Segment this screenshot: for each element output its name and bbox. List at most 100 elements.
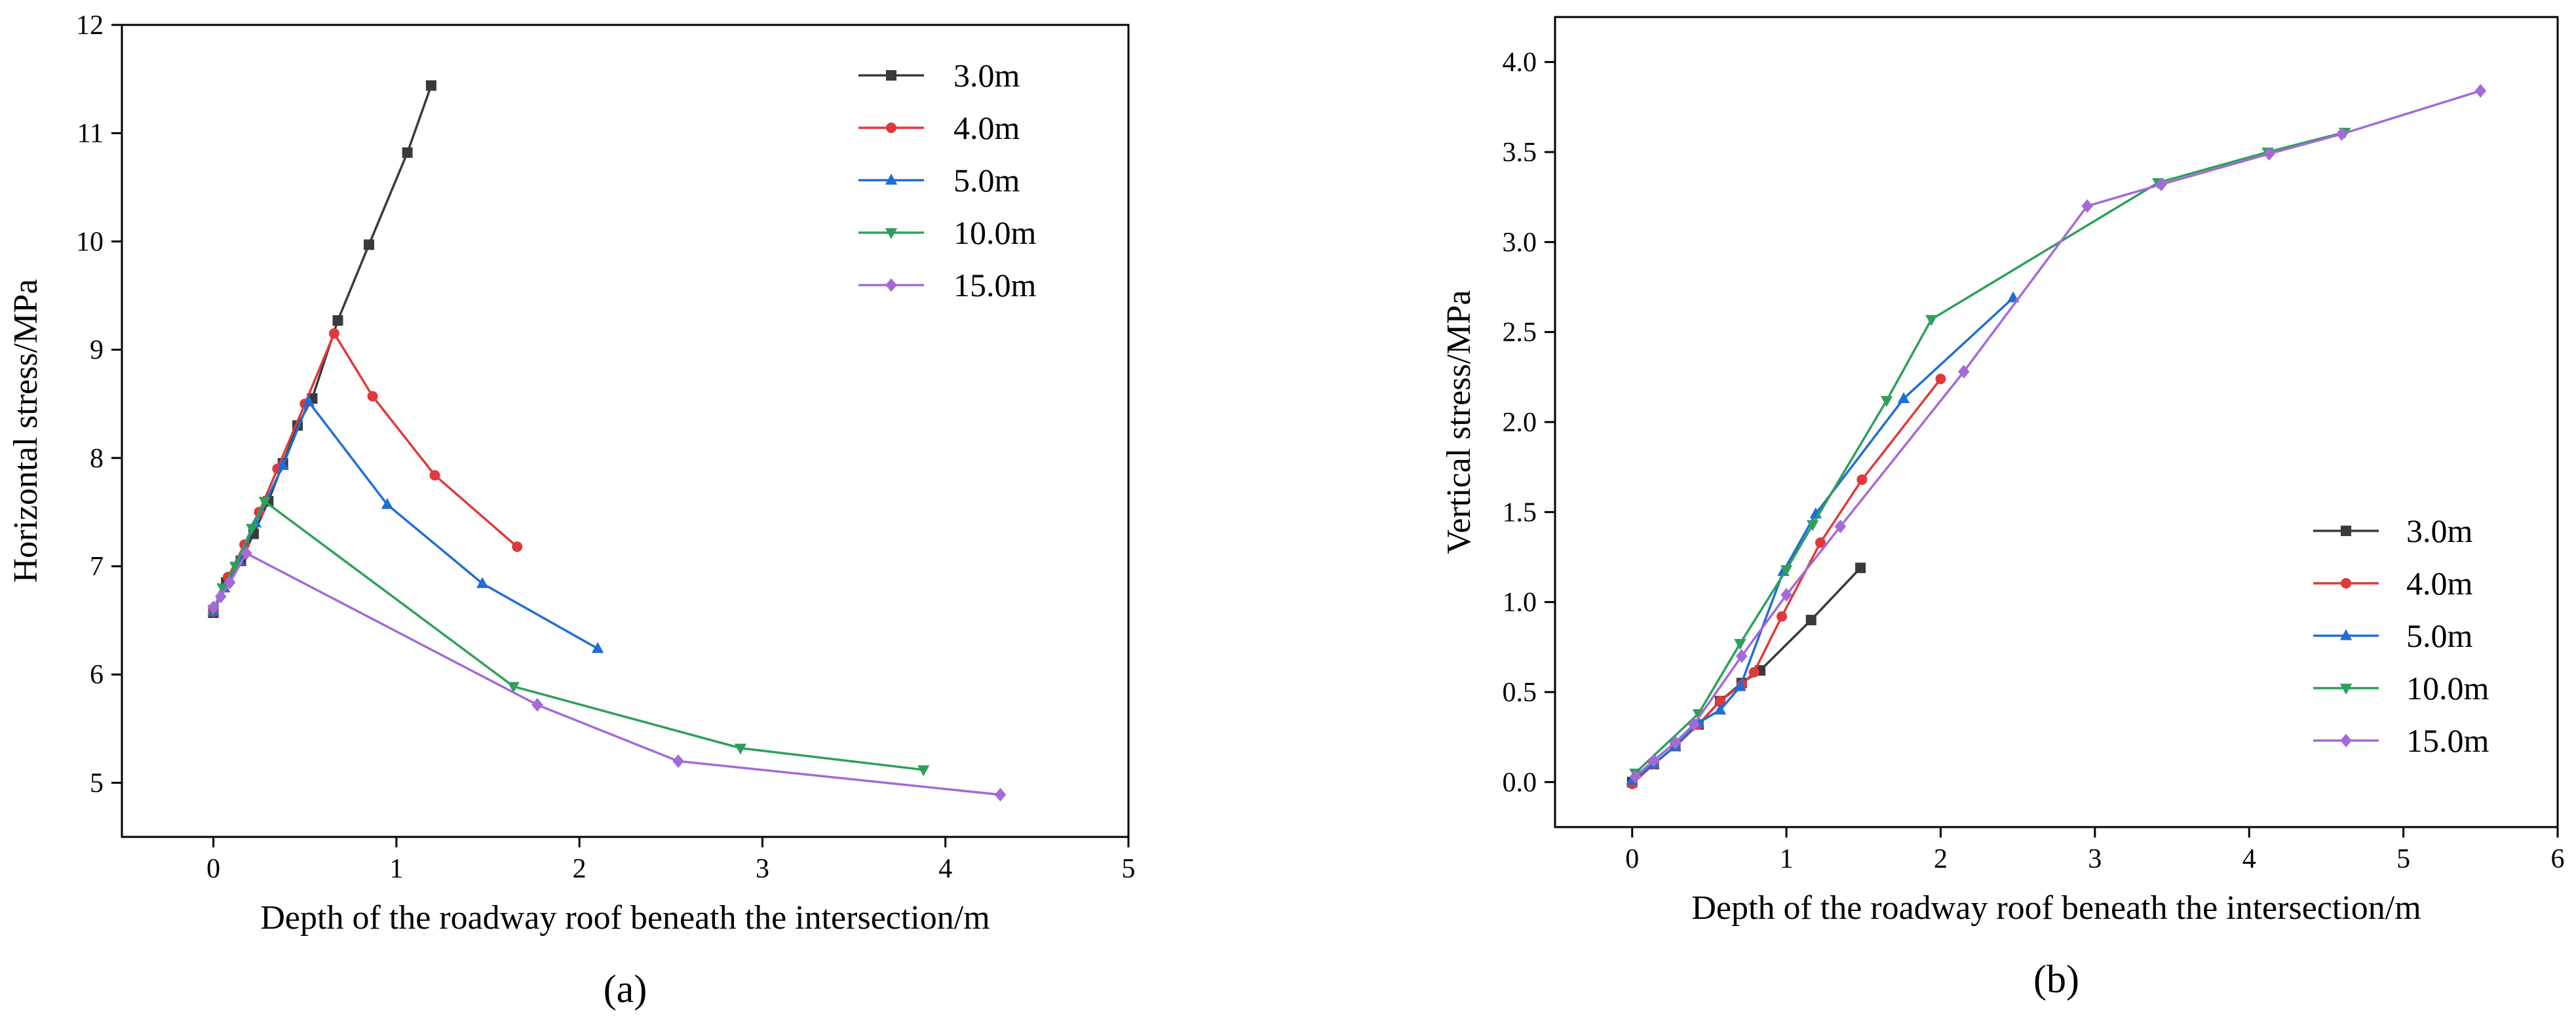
panel-a-legend-marker-15.0m (885, 278, 897, 292)
panel-b: 0 1 2 3 4 5 6 0.0 0.5 1.0 1.5 2.0 2.5 3.0 3.5 4.0 Depth … (1440, 16, 2565, 1001)
panel-a-data-point-15.0m (240, 546, 252, 560)
panel-a-legend-marker-5.0m (885, 174, 898, 185)
panel-a-data-point-3.0m (332, 315, 343, 326)
panel-b-legend-marker-3.0m (2341, 526, 2351, 536)
panel-a-y-tick-label: 8 (90, 444, 104, 474)
panel-b-legend-label-3.0m: 3.0m (2406, 512, 2473, 549)
panel-b-legend-marker-15.0m (2340, 733, 2352, 748)
panel-b-legend-marker-10.0m (2339, 684, 2353, 695)
panel-a-data-point-5.0m (591, 642, 604, 653)
panel-b-data-point-4.0m (1748, 667, 1759, 678)
panel-a-legend-label-15.0m: 15.0m (953, 267, 1037, 303)
panel-a-legend-marker-10.0m (885, 228, 898, 239)
panel-a-data-point-15.0m (994, 788, 1007, 802)
panel-b-data-point-15.0m (2081, 199, 2093, 213)
panel-a-data-point-15.0m (215, 589, 227, 604)
panel-b-data-point-5.0m (1714, 703, 1727, 715)
panel-a-series-line-10.0m (212, 500, 924, 771)
panel-a-data-point-10.0m (734, 743, 747, 755)
panel-b-y-tick-label: 1.0 (1503, 588, 1537, 618)
panel-a-data-point-4.0m (328, 328, 339, 339)
panel-a-x-tick-label: 5 (1122, 854, 1136, 884)
panel-b-y-tick-label: 2.0 (1503, 408, 1537, 438)
panel-a-data-point-5.0m (381, 497, 394, 509)
panel-a-legend-label-4.0m: 4.0m (953, 109, 1020, 146)
panel-a-panel-label: (a) (604, 967, 647, 1011)
panel-b-x-tick-label: 2 (1934, 844, 1948, 874)
panel-a-data-point-3.0m (364, 239, 375, 250)
panel-b-y-tick-label: 0.5 (1503, 678, 1537, 708)
panel-a-data-point-15.0m (207, 600, 220, 615)
panel-a-data-point-3.0m (425, 80, 436, 91)
panel-a-data-point-4.0m (367, 391, 378, 402)
panel-b-series-15.0m (1629, 84, 2487, 784)
panel-a-data-point-15.0m (223, 575, 236, 590)
panel-b-data-point-4.0m (1777, 611, 1788, 622)
panel-b-data-point-4.0m (1935, 374, 1946, 385)
panel-b-data-point-15.0m (2263, 147, 2275, 161)
panel-b-series-line-5.0m (1631, 297, 2014, 781)
panel-a-legend-marker-3.0m (886, 70, 896, 81)
panel-a-legend-label-5.0m: 5.0m (953, 162, 1020, 199)
panel-b-data-point-4.0m (1815, 537, 1826, 549)
panel-b-y-tick-label: 2.5 (1503, 318, 1537, 348)
panel-b-x-tick-label: 6 (2551, 844, 2565, 874)
panel-a-x-tick-label: 4 (938, 854, 952, 884)
panel-b-x-tick-label: 0 (1625, 844, 1639, 874)
panel-a-series-line-3.0m (212, 85, 433, 613)
panel-a-y-tick-label: 10 (76, 227, 104, 257)
panel-a-series-line-4.0m (212, 332, 518, 613)
panel-b-data-point-5.0m (1734, 680, 1746, 691)
panel-b-panel-label: (b) (2033, 957, 2079, 1001)
panel-b-legend-label-5.0m: 5.0m (2406, 617, 2473, 654)
panel-b-data-point-4.0m (1856, 474, 1868, 485)
panel-b-y-tick-label: 3.0 (1503, 227, 1537, 258)
panel-a-y-axis-label: Horizontal stress/MPa (7, 279, 45, 583)
panel-a-data-point-10.0m (246, 524, 258, 535)
panel-a-data-point-15.0m (531, 698, 543, 712)
panel-b-series-10.0m (1629, 127, 2351, 780)
panel-b-data-point-15.0m (2336, 127, 2348, 141)
panel-b-data-point-10.0m (1780, 565, 1793, 577)
panel-a-data-point-4.0m (429, 470, 440, 481)
panel-b-data-point-15.0m (1780, 588, 1792, 602)
panel-a-data-point-10.0m (507, 682, 520, 693)
panel-a-data-point-10.0m (216, 583, 229, 595)
panel-a-data-point-10.0m (258, 497, 271, 508)
panel-b-series-4.0m (1626, 374, 1946, 790)
panel-b-data-point-10.0m (1925, 315, 1938, 326)
panel-a-data-point-5.0m (277, 459, 289, 471)
panel-a-series-3.0m (208, 80, 436, 619)
panel-a-y-tick-label: 9 (90, 336, 104, 366)
panel-b-legend-marker-5.0m (2339, 629, 2353, 640)
panel-b-legend-label-10.0m: 10.0m (2406, 670, 2489, 706)
panel-b-data-point-10.0m (1734, 639, 1746, 650)
panel-b-data-point-15.0m (1834, 519, 1847, 533)
panel-a-legend-label-3.0m: 3.0m (953, 57, 1020, 94)
panel-b-y-tick-label: 0.0 (1503, 767, 1537, 798)
panel-b-legend-marker-4.0m (2341, 578, 2351, 589)
panel-b-data-point-15.0m (1736, 649, 1748, 663)
panel-a-y-tick-label: 11 (77, 119, 104, 149)
panel-a-x-tick-label: 3 (756, 854, 769, 884)
panel-b-data-point-4.0m (1714, 695, 1725, 706)
panel-a-data-point-10.0m (917, 765, 930, 777)
panel-a-series-4.0m (208, 328, 523, 617)
panel-b-y-tick-label: 4.0 (1503, 48, 1537, 78)
panel-a-legend-label-10.0m: 10.0m (953, 214, 1037, 251)
panel-b-x-tick-label: 5 (2396, 844, 2410, 874)
panel-b-x-axis-label: Depth of the roadway roof beneath the in… (1691, 889, 2421, 927)
panel-a-data-point-5.0m (302, 395, 315, 406)
panel-b-data-point-15.0m (1629, 769, 1642, 784)
panel-a-data-point-4.0m (512, 541, 523, 552)
panel-a-x-axis-label: Depth of the roadway roof beneath the in… (260, 899, 990, 937)
panel-a-x-tick-label: 2 (573, 854, 586, 884)
panel-a-y-tick-label: 5 (90, 768, 104, 798)
panel-a-y-tick-label: 12 (76, 10, 104, 41)
panel-b-data-point-10.0m (1880, 396, 1893, 408)
panel-b-data-point-5.0m (1897, 392, 1910, 404)
panel-b-data-point-10.0m (1806, 520, 1819, 532)
panel-b-data-point-3.0m (1805, 615, 1817, 626)
panel-b-x-tick-label: 1 (1780, 844, 1794, 874)
panel-a-series-10.0m (207, 497, 930, 777)
